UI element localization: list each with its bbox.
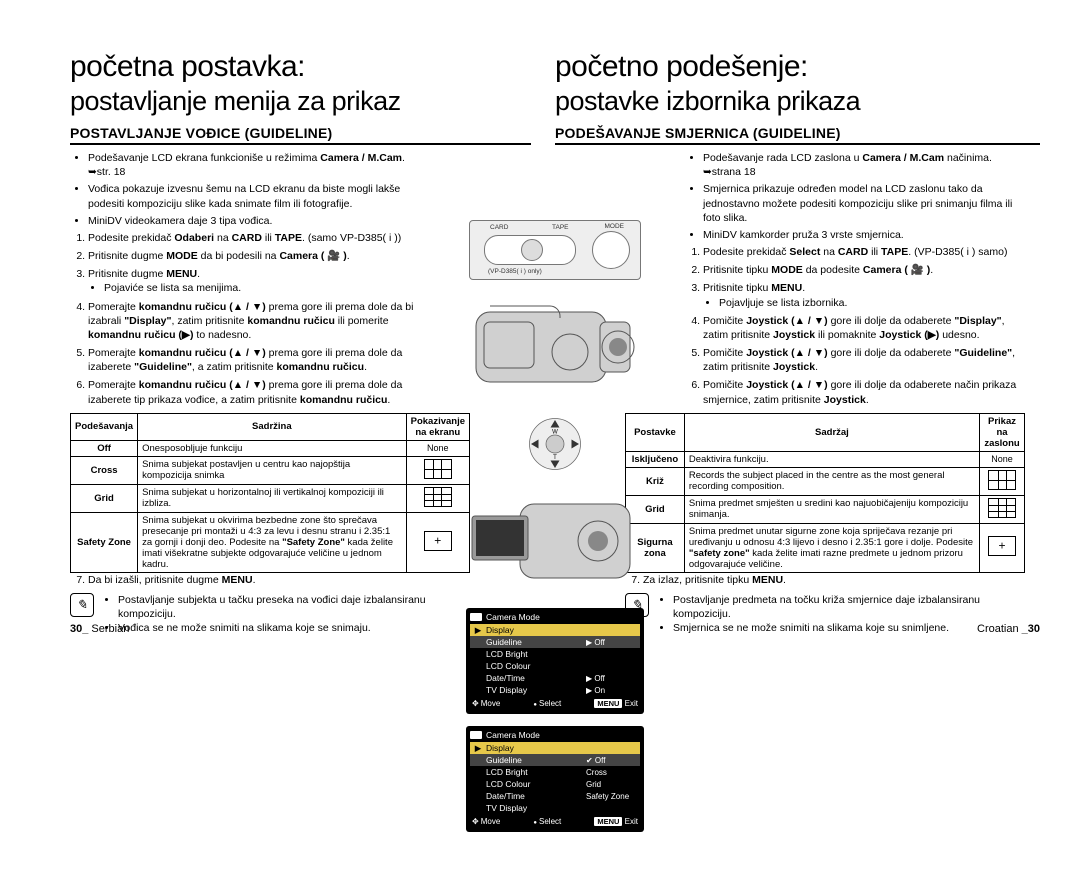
camcorder-lcd-illustration: [470, 486, 640, 596]
table-row: Sigurna zonaSnima predmet unutar sigurne…: [626, 523, 1025, 572]
joystick-illustration: W T: [525, 414, 585, 474]
list-item: Podesite prekidač Odaberi na CARD ili TA…: [88, 231, 420, 245]
list-item: Pritisnite dugme MENU.Pojaviće se lista …: [88, 267, 420, 295]
list-item: Postavljanje subjekta u tačku preseka na…: [118, 593, 470, 621]
right-settings-table: PostavkeSadržajPrikaz na zaslonuIsključe…: [625, 413, 1025, 573]
list-item: Pritisnite dugme MODE da bi podesili na …: [88, 249, 420, 263]
camcorder-top-controls: CARD TAPE MODE (VP-D385( i ) only): [469, 220, 641, 280]
list-item: Pomičite Joystick (▲ / ▼) gore ili dolje…: [703, 346, 1025, 374]
right-intro-list: Podešavanje rada LCD zaslona u Camera / …: [685, 151, 1025, 242]
list-item: Podesite prekidač Select na CARD ili TAP…: [703, 245, 1025, 259]
list-item: Pritisnite tipku MODE da podesite Camera…: [703, 263, 1025, 277]
table-row: Safety ZoneSnima subjekat u okvirima bez…: [71, 512, 470, 572]
list-item: Pomerajte komandnu ručicu (▲ / ▼) prema …: [88, 300, 420, 343]
table-row: GridSnima predmet smješten u sredini kao…: [626, 495, 1025, 523]
svg-text:T: T: [553, 455, 557, 461]
table-header: Sadržina: [138, 413, 407, 440]
right-steps-list: Podesite prekidač Select na CARD ili TAP…: [685, 245, 1025, 407]
left-settings-table: PodešavanjaSadržinaPokazivanje na ekranu…: [70, 413, 470, 573]
list-item: Podešavanje LCD ekrana funkcioniše u rež…: [88, 151, 420, 179]
right-h2: postavke izbornika prikaza: [555, 86, 1040, 117]
svg-text:W: W: [552, 430, 558, 436]
list-item: Smjernica prikazuje određen model na LCD…: [703, 182, 1025, 225]
right-pagefoot: Croatian _30: [977, 623, 1040, 635]
list-item: Smjernica se ne može snimiti na slikama …: [673, 621, 1025, 635]
center-illustrations: CARD TAPE MODE (VP-D385( i ) only) W T: [460, 220, 650, 832]
left-notes: Postavljanje subjekta u tačku preseka na…: [102, 593, 470, 636]
lcd-menu-1: Camera Mode▶DisplayGuideline▶ OffLCD Bri…: [466, 608, 644, 714]
list-item: Postavljanje predmeta na točku križa smj…: [673, 593, 1025, 621]
list-item: Pritisnite tipku MENU.Pojavljuje se list…: [703, 281, 1025, 309]
right-step7: Za izlaz, pritisnite tipku MENU.: [625, 573, 1043, 587]
note-icon: ✎: [70, 593, 94, 617]
list-item: Pomičite Joystick (▲ / ▼) gore ili dolje…: [703, 314, 1025, 342]
list-item: MiniDV kamkorder pruža 3 vrste smjernica…: [703, 228, 1025, 242]
right-h1: početno podešenje:: [555, 50, 1040, 84]
list-item: Pomičite Joystick (▲ / ▼) gore ili dolje…: [703, 378, 1025, 406]
left-steps-list: Podesite prekidač Odaberi na CARD ili TA…: [70, 231, 420, 407]
left-pagefoot: 30_ Serbian: [70, 623, 129, 635]
right-section-title: PODEŠAVANJE SMJERNICA (GUIDELINE): [555, 125, 1040, 145]
table-row: KrižRecords the subject placed in the ce…: [626, 467, 1025, 495]
table-row: GridSnima subjekat u horizontalnoj ili v…: [71, 484, 470, 512]
left-step7: Da bi izašli, pritisnite dugme MENU.: [70, 573, 488, 587]
camcorder-side-illustration: [470, 292, 640, 402]
left-section-title: POSTAVLJANJE VOĐICE (GUIDELINE): [70, 125, 531, 145]
list-item: Pomerajte komandnu ručicu (▲ / ▼) prema …: [88, 346, 420, 374]
table-header: Podešavanja: [71, 413, 138, 440]
lcd-menu-2: Camera Mode▶DisplayGuideline✔ OffLCD Bri…: [466, 726, 644, 832]
table-header: Sadržaj: [684, 413, 979, 451]
left-h1: početna postavka:: [70, 50, 531, 84]
table-row: OffOnesposobljuje funkcijuNone: [71, 440, 470, 456]
list-item: Podešavanje rada LCD zaslona u Camera / …: [703, 151, 1025, 179]
table-row: IsključenoDeaktivira funkciju.None: [626, 451, 1025, 467]
left-h2: postavljanje menija za prikaz: [70, 86, 531, 117]
list-item: Pomerajte komandnu ručicu (▲ / ▼) prema …: [88, 378, 420, 406]
left-intro-list: Podešavanje LCD ekrana funkcioniše u rež…: [70, 151, 420, 228]
list-item: Vođica pokazuje izvesnu šemu na LCD ekra…: [88, 182, 420, 210]
list-item: Vođica se ne može snimiti na slikama koj…: [118, 621, 470, 635]
table-header: Prikaz na zaslonu: [980, 413, 1025, 451]
table-row: CrossSnima subjekat postavljen u centru …: [71, 456, 470, 484]
right-notes: Postavljanje predmeta na točku križa smj…: [657, 593, 1025, 636]
list-item: MiniDV videokamera daje 3 tipa vođica.: [88, 214, 420, 228]
